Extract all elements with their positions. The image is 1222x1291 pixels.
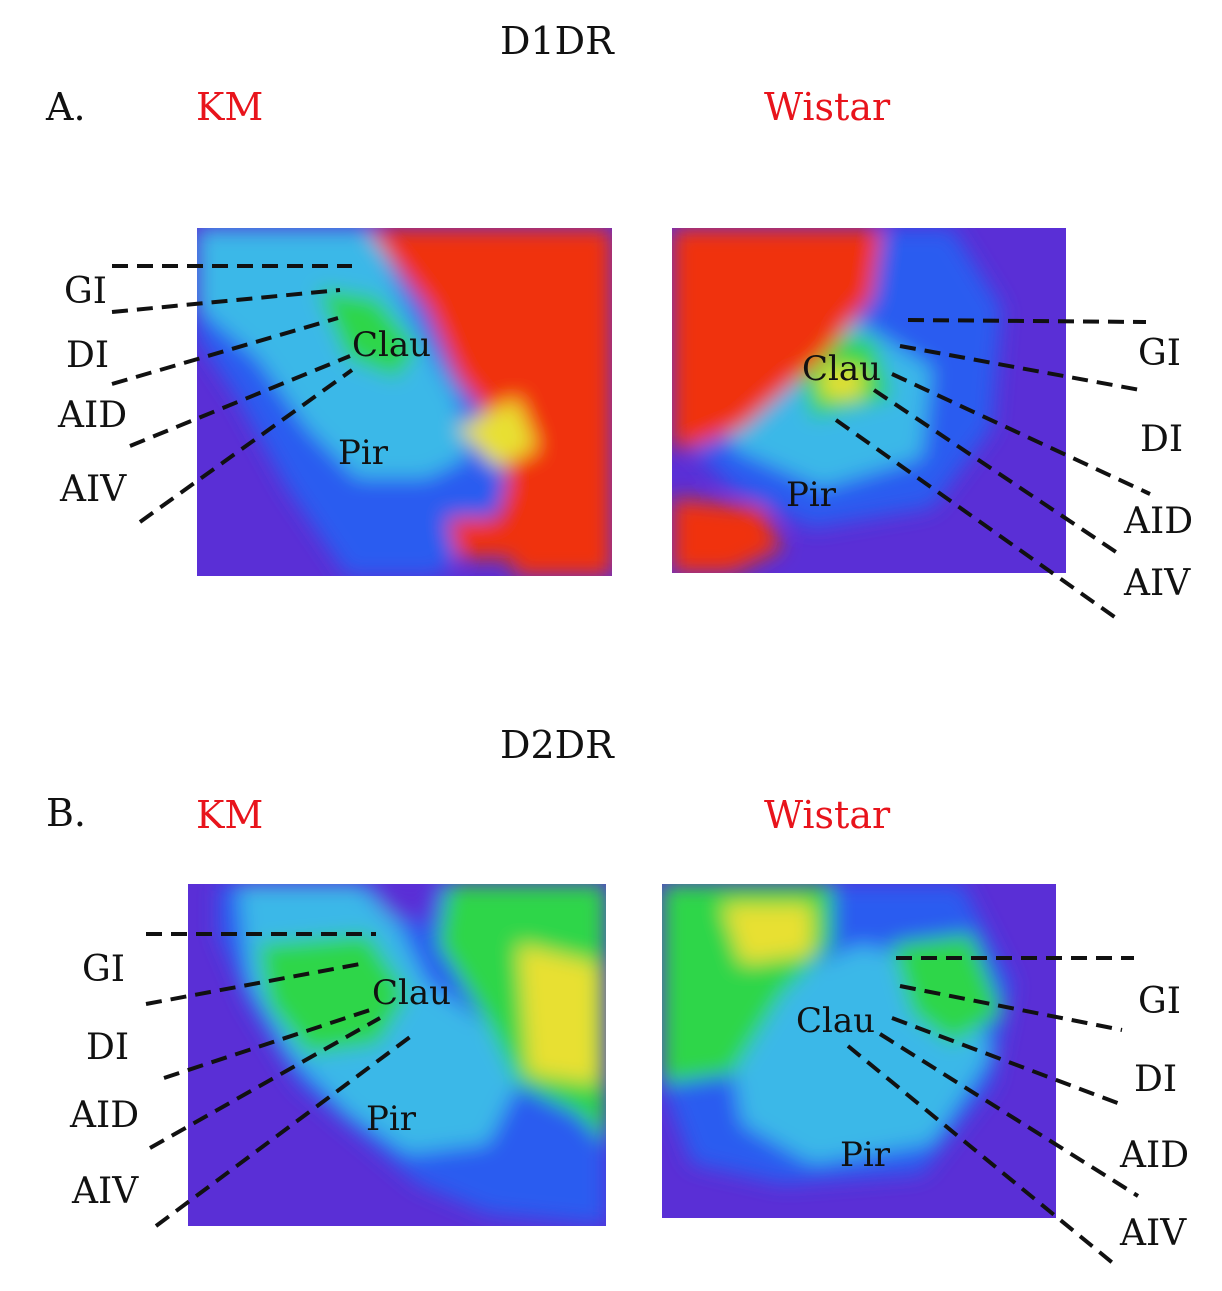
panel-a-right-aid-label: AID	[1124, 501, 1194, 542]
panel-a-left-aiv-label: AIV	[60, 469, 127, 510]
panel-b-right-aid-label: AID	[1120, 1135, 1190, 1176]
panel-a-letter: A.	[46, 85, 86, 129]
panel-b-left-aid-label: AID	[70, 1095, 140, 1136]
panel-b-letter: B.	[46, 791, 87, 835]
panel-b-left-aiv-label: AIV	[72, 1171, 139, 1212]
panel-a-km-clau-label: Clau	[352, 325, 432, 365]
panel-b-wistar-clau-label: Clau	[796, 1001, 876, 1041]
panel-a-wistar-clau-label: Clau	[802, 349, 882, 389]
panel-a-km-heatmap	[197, 228, 612, 576]
panel-a-title: D1DR	[500, 19, 614, 63]
panel-b-right-gi-label: GI	[1138, 981, 1181, 1022]
panel-a-right-aiv-label: AIV	[1124, 563, 1191, 604]
panel-b-title: D2DR	[500, 723, 614, 767]
panel-b-km-label: KM	[196, 793, 264, 837]
panel-a-right-di-label: DI	[1140, 419, 1184, 460]
panel-a-left-di-label: DI	[66, 335, 110, 376]
panel-a-wistar-pir-label: Pir	[786, 475, 837, 515]
panel-a-left-aid-label: AID	[58, 395, 128, 436]
panel-b-right-aiv-label: AIV	[1120, 1213, 1187, 1254]
panel-a-right-gi-label: GI	[1138, 333, 1181, 374]
panel-b-km-clau-label: Clau	[372, 973, 452, 1013]
panel-a-km-label: KM	[196, 85, 264, 129]
panel-a-wistar-label: Wistar	[764, 85, 891, 129]
panel-b-wistar-pir-label: Pir	[840, 1135, 891, 1175]
panel-a-left-gi-label: GI	[64, 271, 107, 312]
panel-b-right-di-label: DI	[1134, 1059, 1178, 1100]
panel-b-km-pir-label: Pir	[366, 1099, 417, 1139]
panel-b-wistar-label: Wistar	[764, 793, 891, 837]
panel-b-left-gi-label: GI	[82, 949, 125, 990]
panel-a-km-pir-label: Pir	[338, 433, 389, 473]
panel-b-left-di-label: DI	[86, 1027, 130, 1068]
panel-b-km-heatmap	[188, 884, 606, 1226]
panel-a-wistar-heatmap	[672, 228, 1066, 573]
